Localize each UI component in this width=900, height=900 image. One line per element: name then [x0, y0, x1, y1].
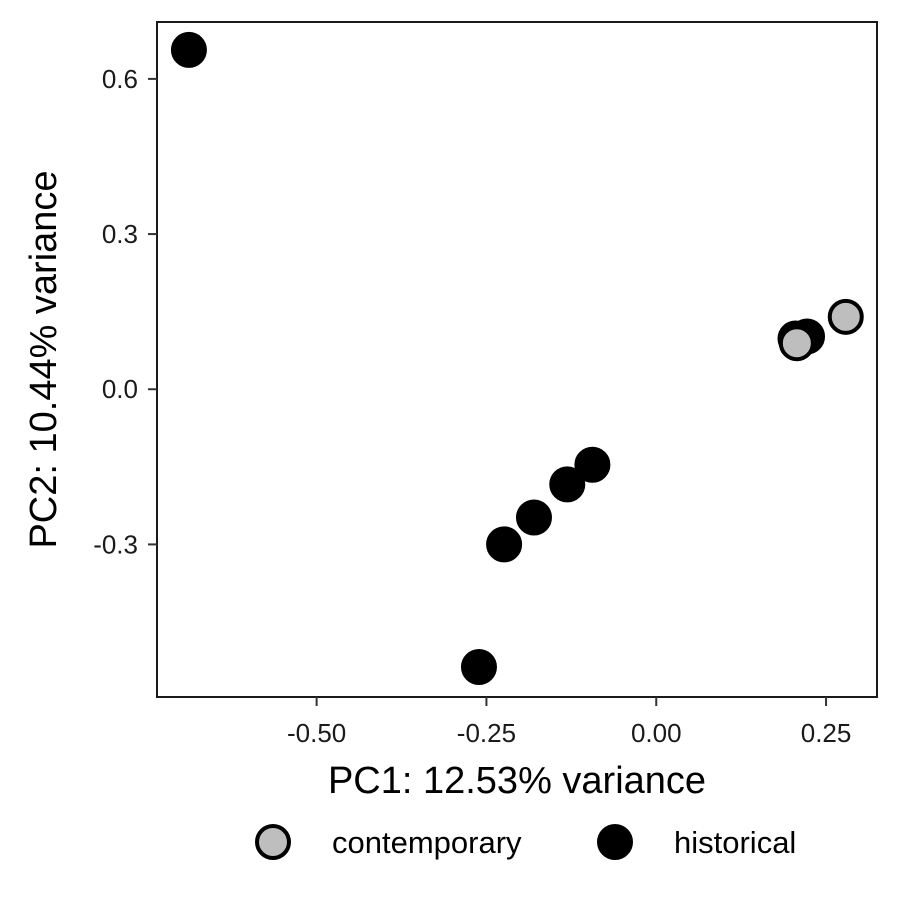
plot-panel-border: [156, 21, 878, 698]
x-axis-title: PC1: 12.53% variance: [328, 760, 706, 802]
point-historical: [549, 466, 586, 503]
point-contemporary: [778, 325, 815, 362]
point-historical: [460, 649, 497, 685]
x-tick-label: -0.50: [287, 718, 346, 748]
point-contemporary: [827, 298, 864, 335]
data-points: [170, 31, 864, 685]
legend: contemporary historical: [255, 824, 796, 860]
x-tick-label: 0.25: [801, 718, 852, 748]
y-tick-label: 0.0: [102, 374, 138, 404]
point-historical: [574, 446, 611, 483]
y-tick-label: -0.3: [93, 529, 138, 559]
legend-key-contemporary: [255, 824, 291, 860]
y-axis-title: PC2: 10.44% variance: [23, 170, 65, 548]
legend-label-contemporary: contemporary: [332, 825, 522, 860]
y-axis: -0.3 0.0 0.3 0.6: [93, 64, 157, 559]
legend-key-historical: [597, 824, 633, 860]
y-tick-label: 0.3: [102, 219, 138, 249]
x-tick-label: -0.25: [457, 718, 516, 748]
point-historical: [170, 31, 207, 68]
point-historical: [486, 526, 523, 563]
y-tick-label: 0.6: [102, 64, 138, 94]
legend-label-historical: historical: [674, 825, 796, 860]
x-axis: -0.50 -0.25 0.00 0.25: [287, 697, 851, 748]
x-tick-label: 0.00: [631, 718, 682, 748]
point-historical: [515, 499, 552, 536]
